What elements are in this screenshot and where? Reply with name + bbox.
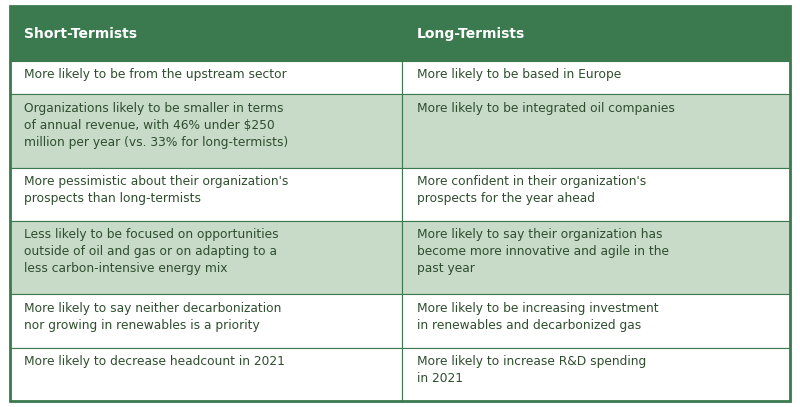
- Text: More likely to be based in Europe: More likely to be based in Europe: [417, 68, 621, 81]
- Text: Long-Termists: Long-Termists: [417, 26, 525, 41]
- FancyBboxPatch shape: [402, 221, 790, 294]
- Text: Less likely to be focused on opportunities
outside of oil and gas or on adapting: Less likely to be focused on opportuniti…: [24, 228, 278, 275]
- FancyBboxPatch shape: [402, 168, 790, 221]
- Text: More likely to increase R&D spending
in 2021: More likely to increase R&D spending in …: [417, 355, 646, 385]
- FancyBboxPatch shape: [402, 94, 790, 168]
- Text: Organizations likely to be smaller in terms
of annual revenue, with 46% under $2: Organizations likely to be smaller in te…: [24, 102, 288, 149]
- Text: Short-Termists: Short-Termists: [24, 26, 137, 41]
- FancyBboxPatch shape: [10, 6, 790, 61]
- FancyBboxPatch shape: [10, 294, 402, 348]
- Text: More likely to say neither decarbonization
nor growing in renewables is a priori: More likely to say neither decarbonizati…: [24, 302, 282, 332]
- Text: More likely to be from the upstream sector: More likely to be from the upstream sect…: [24, 68, 286, 81]
- Text: More confident in their organization's
prospects for the year ahead: More confident in their organization's p…: [417, 175, 646, 205]
- Text: More likely to say their organization has
become more innovative and agile in th: More likely to say their organization ha…: [417, 228, 669, 275]
- FancyBboxPatch shape: [402, 294, 790, 348]
- Text: More pessimistic about their organization's
prospects than long-termists: More pessimistic about their organizatio…: [24, 175, 288, 205]
- Text: More likely to be integrated oil companies: More likely to be integrated oil compani…: [417, 102, 674, 115]
- FancyBboxPatch shape: [10, 94, 402, 168]
- FancyBboxPatch shape: [10, 221, 402, 294]
- FancyBboxPatch shape: [10, 348, 402, 401]
- Text: More likely to decrease headcount in 2021: More likely to decrease headcount in 202…: [24, 355, 285, 368]
- FancyBboxPatch shape: [402, 61, 790, 94]
- Text: More likely to be increasing investment
in renewables and decarbonized gas: More likely to be increasing investment …: [417, 302, 658, 332]
- FancyBboxPatch shape: [10, 61, 402, 94]
- FancyBboxPatch shape: [10, 168, 402, 221]
- FancyBboxPatch shape: [402, 348, 790, 401]
